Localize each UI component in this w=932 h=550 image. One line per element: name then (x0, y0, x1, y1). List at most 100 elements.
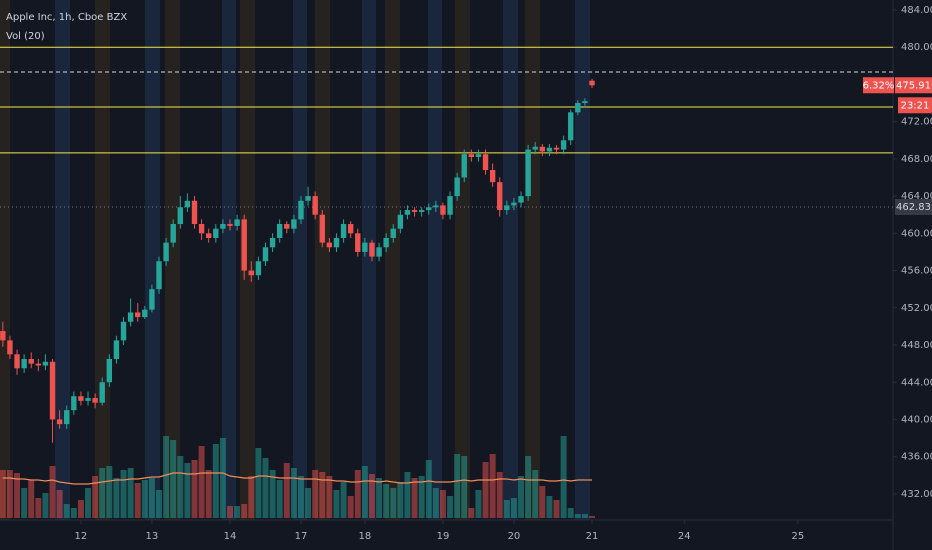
candle-body (0, 331, 6, 341)
candle-body (14, 354, 20, 369)
volume-bar (376, 478, 383, 518)
candle-body (85, 398, 91, 401)
candle-body (198, 224, 205, 234)
countdown-badge (898, 97, 932, 114)
x-tick-label: 18 (358, 531, 371, 542)
volume-bar (85, 488, 92, 518)
volume-bar (0, 470, 6, 518)
candle-body (120, 321, 127, 341)
x-tick-label: 14 (224, 531, 237, 542)
candle-body (418, 210, 425, 212)
chart-subtitle: Vol (20) (6, 31, 45, 42)
candle-body (71, 396, 77, 411)
volume-bar (510, 498, 517, 518)
volume-bar (241, 504, 248, 518)
volume-bar (205, 470, 212, 518)
session-band (385, 0, 400, 520)
candle-body (284, 224, 290, 229)
session-band (165, 0, 180, 520)
candle-body (447, 196, 453, 215)
volume-bar (99, 468, 106, 518)
volume-bar (248, 476, 255, 518)
session-band (362, 0, 376, 520)
y-tick-label: 432.00 (901, 489, 932, 500)
volume-bar (191, 460, 198, 518)
volume-bar (439, 490, 446, 518)
x-tick-label: 20 (508, 531, 521, 542)
y-tick-label: 468.00 (901, 154, 932, 165)
candle-body (347, 224, 354, 234)
candle-body (475, 154, 482, 158)
volume-bar (63, 504, 70, 518)
candle-body (383, 237, 389, 248)
volume-bar (397, 482, 404, 518)
volume-bar (269, 470, 276, 518)
y-tick-label: 444.00 (901, 377, 932, 388)
session-band (95, 0, 110, 520)
volume-bar (581, 514, 588, 518)
candle-body (177, 207, 184, 225)
volume-bar (482, 462, 489, 518)
session-band (428, 0, 442, 520)
x-tick-label: 24 (678, 531, 691, 542)
volume-bar (518, 476, 525, 518)
volume-bar (468, 508, 475, 518)
volume-bar (567, 508, 574, 518)
volume-bar (227, 506, 233, 518)
volume-bar (503, 500, 510, 518)
y-tick-label: 484.00 (901, 5, 932, 16)
session-band (575, 0, 590, 520)
candle-body (248, 270, 254, 276)
volume-bar (447, 496, 454, 518)
volume-bar (113, 478, 120, 518)
volume-bar (35, 498, 42, 518)
candle-body (234, 219, 240, 226)
volume-bar (141, 480, 148, 518)
candle-body (397, 214, 404, 229)
session-band (503, 0, 518, 520)
volume-bar (489, 454, 496, 518)
volume-bar (127, 468, 134, 518)
volume-bar (262, 458, 269, 518)
volume-bar (134, 483, 141, 518)
volume-bar (6, 470, 13, 518)
candle-body (21, 358, 27, 369)
volume-bar (177, 456, 184, 518)
candle-body (489, 170, 496, 183)
volume-bar (148, 478, 155, 518)
candle-body (255, 261, 262, 276)
candle-body (206, 233, 212, 238)
price-badge (895, 77, 932, 94)
volume-ma-line (2, 472, 592, 485)
candle-body (404, 210, 411, 215)
candle-body (78, 396, 84, 401)
candle-body (106, 358, 113, 383)
y-tick-label: 448.00 (901, 340, 932, 351)
volume-bar (496, 472, 503, 518)
candle-body (191, 200, 198, 225)
x-tick-label: 19 (437, 531, 450, 542)
volume-bar (283, 463, 290, 518)
candle-body (163, 242, 169, 262)
candle-body (575, 103, 581, 113)
volume-bar (56, 490, 63, 518)
volume-bar (184, 463, 191, 518)
candle-body (355, 233, 361, 252)
volume-bar (546, 496, 553, 518)
volume-bar (319, 472, 326, 518)
volume-bar (589, 516, 596, 518)
candle-body (511, 202, 517, 206)
candle-body (497, 182, 503, 211)
candle-body (468, 154, 475, 158)
volume-bar (368, 474, 375, 518)
candle-body (262, 247, 269, 262)
candle-body (461, 154, 467, 178)
candle-body (568, 112, 574, 141)
volume-bar (383, 484, 390, 518)
y-tick-label: 460.00 (901, 228, 932, 239)
candle-body (482, 154, 489, 171)
candle-body (184, 200, 191, 208)
volume-bar (411, 478, 418, 518)
volume-bar (425, 460, 432, 518)
candle-body (390, 228, 396, 238)
